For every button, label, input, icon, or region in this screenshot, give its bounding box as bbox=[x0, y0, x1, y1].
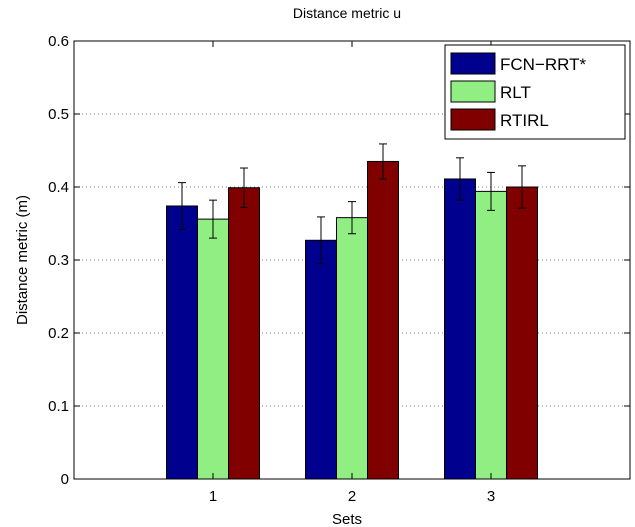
legend: FCN−RRT* RLT RTIRL bbox=[444, 44, 626, 140]
bars bbox=[166, 160, 538, 480]
y-tick-label: 0 bbox=[61, 471, 69, 488]
x-tick-label: 2 bbox=[348, 488, 356, 505]
x-axis-label: Sets bbox=[332, 511, 362, 527]
legend-swatch bbox=[450, 108, 496, 131]
y-tick-label: 0.5 bbox=[48, 106, 69, 123]
axes bbox=[73, 40, 631, 480]
y-tick-labels: 0 0.1 0.2 0.3 0.4 0.5 0.6 bbox=[48, 33, 69, 488]
bar bbox=[166, 205, 198, 480]
legend-label: FCN−RRT* bbox=[500, 55, 586, 74]
legend-label: RTIRL bbox=[500, 111, 549, 130]
bar bbox=[336, 217, 368, 480]
legend-swatch bbox=[450, 52, 496, 75]
legend-label: RLT bbox=[500, 83, 531, 102]
x-tick-label: 3 bbox=[487, 488, 495, 505]
y-tick-label: 0.3 bbox=[48, 252, 69, 269]
x-tick-label: 1 bbox=[209, 488, 217, 505]
y-tick-label: 0.2 bbox=[48, 325, 69, 342]
chart-title: Distance metric u bbox=[293, 5, 401, 21]
y-axis-label: Distance metric (m) bbox=[14, 195, 31, 325]
bar bbox=[475, 190, 507, 480]
legend-swatch bbox=[450, 80, 496, 103]
bar bbox=[305, 239, 337, 480]
y-tick-label: 0.4 bbox=[48, 179, 69, 196]
bar bbox=[444, 178, 476, 480]
error-bars bbox=[178, 143, 526, 265]
y-tick-label: 0.6 bbox=[48, 33, 69, 50]
x-tick-labels: 1 2 3 bbox=[209, 488, 495, 505]
bar bbox=[228, 187, 260, 480]
bar bbox=[367, 160, 399, 480]
y-tick-label: 0.1 bbox=[48, 398, 69, 415]
bar bbox=[506, 186, 538, 480]
bar bbox=[197, 218, 229, 480]
